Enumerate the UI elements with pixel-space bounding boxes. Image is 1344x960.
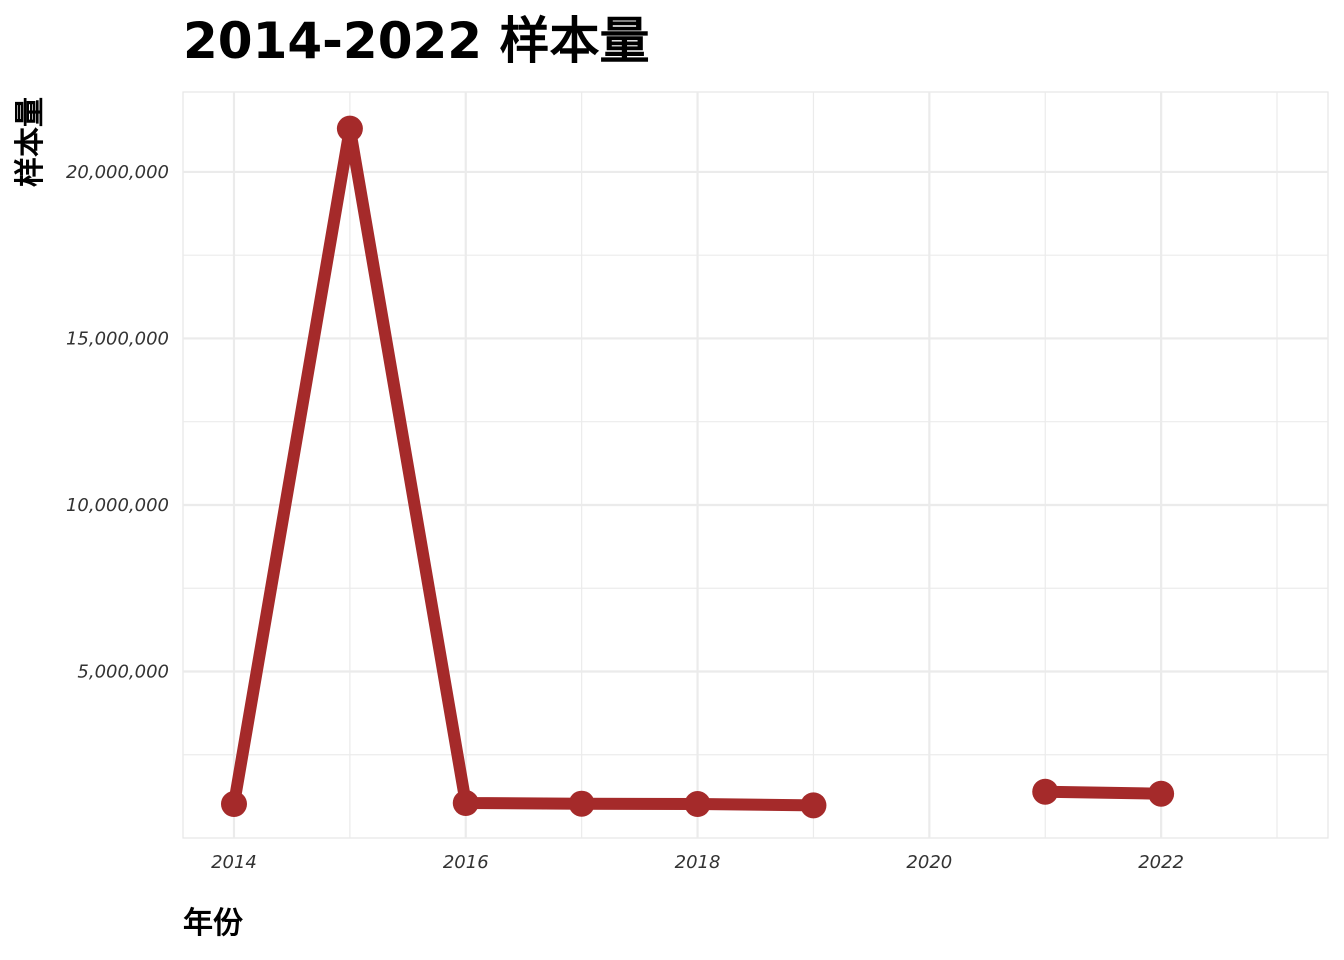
x-axis-tick-labels: 2014 2016 2018 2020 2022 — [211, 852, 1184, 873]
y-axis-title: 样本量 — [13, 97, 48, 187]
grid — [183, 92, 1328, 838]
data-point — [221, 791, 247, 817]
x-tick-label: 2016 — [443, 852, 489, 873]
data-point — [337, 116, 363, 142]
x-axis-title: 年份 — [183, 906, 243, 941]
panel-border — [183, 92, 1328, 838]
chart-title: 2014-2022 样本量 — [183, 12, 649, 70]
x-tick-label: 2020 — [906, 852, 952, 873]
data-point — [685, 791, 711, 817]
y-tick-label: 5,000,000 — [77, 661, 169, 682]
x-tick-label: 2018 — [675, 852, 721, 873]
series-line — [234, 129, 813, 806]
series-line — [1045, 792, 1161, 794]
data-point — [453, 790, 479, 816]
y-tick-label: 10,000,000 — [66, 495, 169, 516]
y-tick-label: 15,000,000 — [66, 328, 169, 349]
x-tick-label: 2022 — [1138, 852, 1184, 873]
y-axis-tick-labels: 5,000,000 10,000,000 15,000,000 20,000,000 — [66, 162, 169, 683]
data-point — [800, 792, 826, 818]
x-tick-label: 2014 — [211, 852, 257, 873]
data-point — [1148, 781, 1174, 807]
data-point — [569, 791, 595, 817]
data-point — [1032, 779, 1058, 805]
y-tick-label: 20,000,000 — [66, 162, 169, 183]
